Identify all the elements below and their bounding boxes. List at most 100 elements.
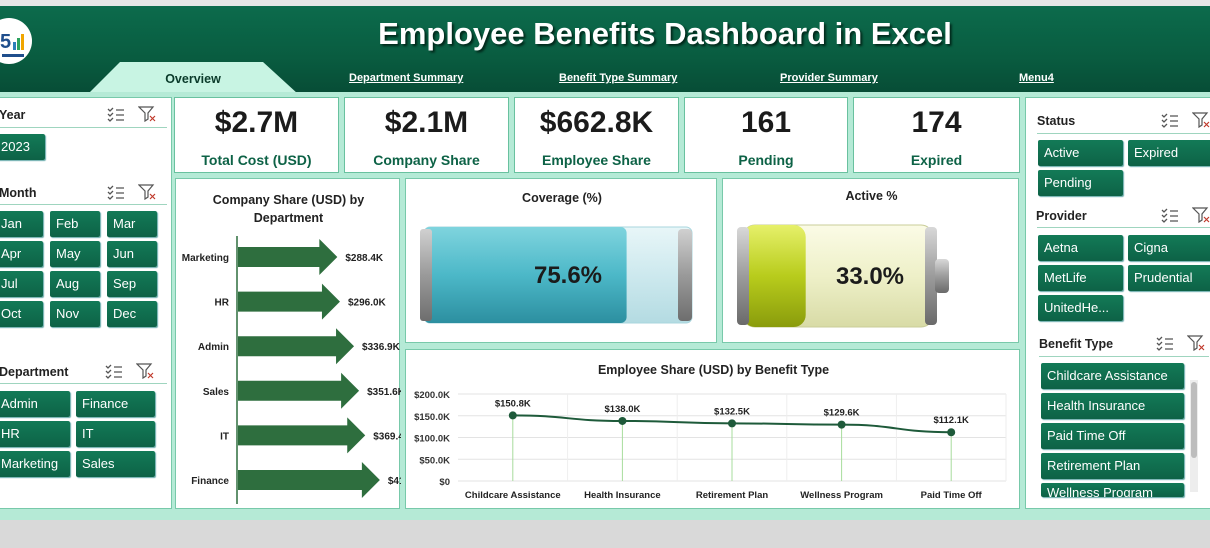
tab-provider-summary[interactable]: Provider Summary	[780, 72, 878, 84]
coverage-left-cap	[420, 229, 432, 321]
category-label: IT	[220, 431, 229, 442]
data-point	[837, 420, 846, 429]
slicer-month-feb[interactable]: Feb	[50, 211, 100, 237]
tab-department-summary[interactable]: Department Summary	[349, 72, 464, 84]
clear-filter-icon[interactable]	[1192, 112, 1210, 128]
kpi-expired: 174 Expired	[853, 97, 1020, 173]
chart-title: Coverage (%)	[522, 191, 602, 205]
coverage-fill-bar	[424, 227, 627, 323]
slicer-provider-unitedhealth[interactable]: UnitedHe...	[1038, 295, 1123, 321]
data-label: $112.1K	[933, 415, 969, 426]
slicer-year-title: Year	[0, 108, 26, 122]
data-label: $288.4K	[345, 253, 384, 264]
tab-bar: Overview Department Summary Benefit Type…	[0, 62, 1210, 94]
kpi-value: $2.7M	[214, 106, 299, 139]
clear-filter-icon[interactable]	[138, 184, 156, 200]
slicer-department-admin[interactable]: Admin	[0, 391, 70, 417]
data-label: $138.0K	[604, 404, 640, 415]
tab-benefit-type-summary[interactable]: Benefit Type Summary	[559, 72, 678, 84]
tab-overview[interactable]: Overview	[88, 62, 298, 94]
slicer-month-mar[interactable]: Mar	[107, 211, 157, 237]
slicer-month-aug[interactable]: Aug	[50, 271, 100, 297]
slicer-month-apr[interactable]: Apr	[0, 241, 43, 267]
category-label: Health Insurance	[584, 490, 661, 501]
slicer-month-dec[interactable]: Dec	[107, 301, 157, 327]
slicer-provider-aetna[interactable]: Aetna	[1038, 235, 1123, 261]
slicer-benefit-wellness[interactable]: Wellness Program	[1041, 483, 1184, 497]
slicer-status-pending[interactable]: Pending	[1038, 170, 1123, 196]
employee-share-chart: Employee Share (USD) by Benefit Type $0 $…	[405, 349, 1020, 509]
slicer-benefit-retirement[interactable]: Retirement Plan	[1041, 453, 1184, 479]
slicer-month-jun[interactable]: Jun	[107, 241, 157, 267]
multi-select-icon[interactable]	[1161, 112, 1179, 128]
slicer-department-sales[interactable]: Sales	[76, 451, 155, 477]
slicer-month-title: Month	[0, 186, 37, 200]
clear-filter-icon[interactable]	[136, 363, 154, 379]
y-tick-label: $150.0K	[414, 412, 450, 423]
data-point	[947, 428, 956, 437]
slicer-month-jul[interactable]: Jul	[0, 271, 43, 297]
slicer-status-expired[interactable]: Expired	[1128, 140, 1210, 166]
left-slicer-panel: Year 2023 Month Jan Feb Mar Apr May Jun …	[0, 97, 172, 509]
bar-it	[238, 417, 366, 454]
multi-select-icon[interactable]	[1156, 335, 1174, 351]
y-tick-label: $200.0K	[414, 390, 450, 401]
active-chart: Active % 33.0%	[722, 178, 1019, 343]
battery-fill	[743, 225, 806, 327]
slicer-benefit-health[interactable]: Health Insurance	[1041, 393, 1184, 419]
slicer-month-nov[interactable]: Nov	[50, 301, 100, 327]
data-label: $150.8K	[495, 398, 531, 409]
category-label: Wellness Program	[800, 490, 883, 501]
coverage-right-cap	[678, 229, 692, 321]
data-point	[618, 416, 627, 425]
slicer-department-hr[interactable]: HR	[0, 421, 70, 447]
coverage-bar-svg: 75.6%	[420, 226, 693, 324]
slicer-month-jan[interactable]: Jan	[0, 211, 43, 237]
benefit-line-chart: $0 $50.0K $100.0K $150.0K $200.0K Childcare A…	[414, 390, 1007, 501]
battery-left-cap	[737, 227, 749, 325]
slicer-department-finance[interactable]: Finance	[76, 391, 155, 417]
right-slicer-panel: Status Active Expired Pending Provider A…	[1025, 97, 1210, 509]
category-label: Marketing	[182, 253, 229, 264]
scrollbar-thumb[interactable]	[1191, 382, 1197, 458]
slicer-provider-prudential[interactable]: Prudential	[1128, 265, 1210, 291]
benefit-scrollbar[interactable]	[1190, 380, 1198, 492]
kpi-label: Pending	[738, 152, 794, 168]
slicer-month-oct[interactable]: Oct	[0, 301, 43, 327]
kpi-label: Total Cost (USD)	[201, 152, 312, 168]
slicer-benefit-childcare[interactable]: Childcare Assistance	[1041, 363, 1184, 389]
category-label: Admin	[198, 342, 229, 353]
multi-select-icon[interactable]	[107, 184, 125, 200]
slicer-month-sep[interactable]: Sep	[107, 271, 157, 297]
page-title: Employee Benefits Dashboard in Excel	[378, 16, 952, 51]
slicer-provider-metlife[interactable]: MetLife	[1038, 265, 1123, 291]
battery-terminal	[935, 259, 949, 293]
clear-filter-icon[interactable]	[1187, 335, 1205, 351]
slicer-department-marketing[interactable]: Marketing	[0, 451, 70, 477]
slicer-year-2023[interactable]: 2023	[0, 134, 45, 160]
clear-filter-icon[interactable]	[1192, 207, 1210, 223]
y-tick-label: $50.0K	[419, 455, 450, 466]
data-label: $296.0K	[348, 298, 387, 309]
coverage-chart: Coverage (%) 75.6%	[405, 178, 717, 343]
slicer-provider-cigna[interactable]: Cigna	[1128, 235, 1210, 261]
chart-title: Active %	[845, 189, 898, 203]
tab-menu4[interactable]: Menu4	[1019, 72, 1054, 84]
slicer-benefit-type-title: Benefit Type	[1039, 337, 1114, 351]
multi-select-icon[interactable]	[107, 106, 125, 122]
data-label: $336.9K	[362, 342, 401, 353]
bar-finance	[238, 462, 380, 498]
coverage-value-label: 75.6%	[534, 262, 602, 289]
clear-filter-icon[interactable]	[138, 106, 156, 122]
multi-select-icon[interactable]	[1161, 207, 1179, 223]
multi-select-icon[interactable]	[105, 363, 123, 379]
slicer-provider-title: Provider	[1036, 209, 1087, 223]
window-top-strip	[0, 0, 1210, 6]
slicer-status-active[interactable]: Active	[1038, 140, 1123, 166]
slicer-benefit-pto[interactable]: Paid Time Off	[1041, 423, 1184, 449]
category-label: Paid Time Off	[921, 490, 983, 501]
slicer-month-may[interactable]: May	[50, 241, 100, 267]
kpi-value: 161	[740, 106, 792, 139]
category-label: Sales	[203, 387, 230, 398]
slicer-department-it[interactable]: IT	[76, 421, 155, 447]
